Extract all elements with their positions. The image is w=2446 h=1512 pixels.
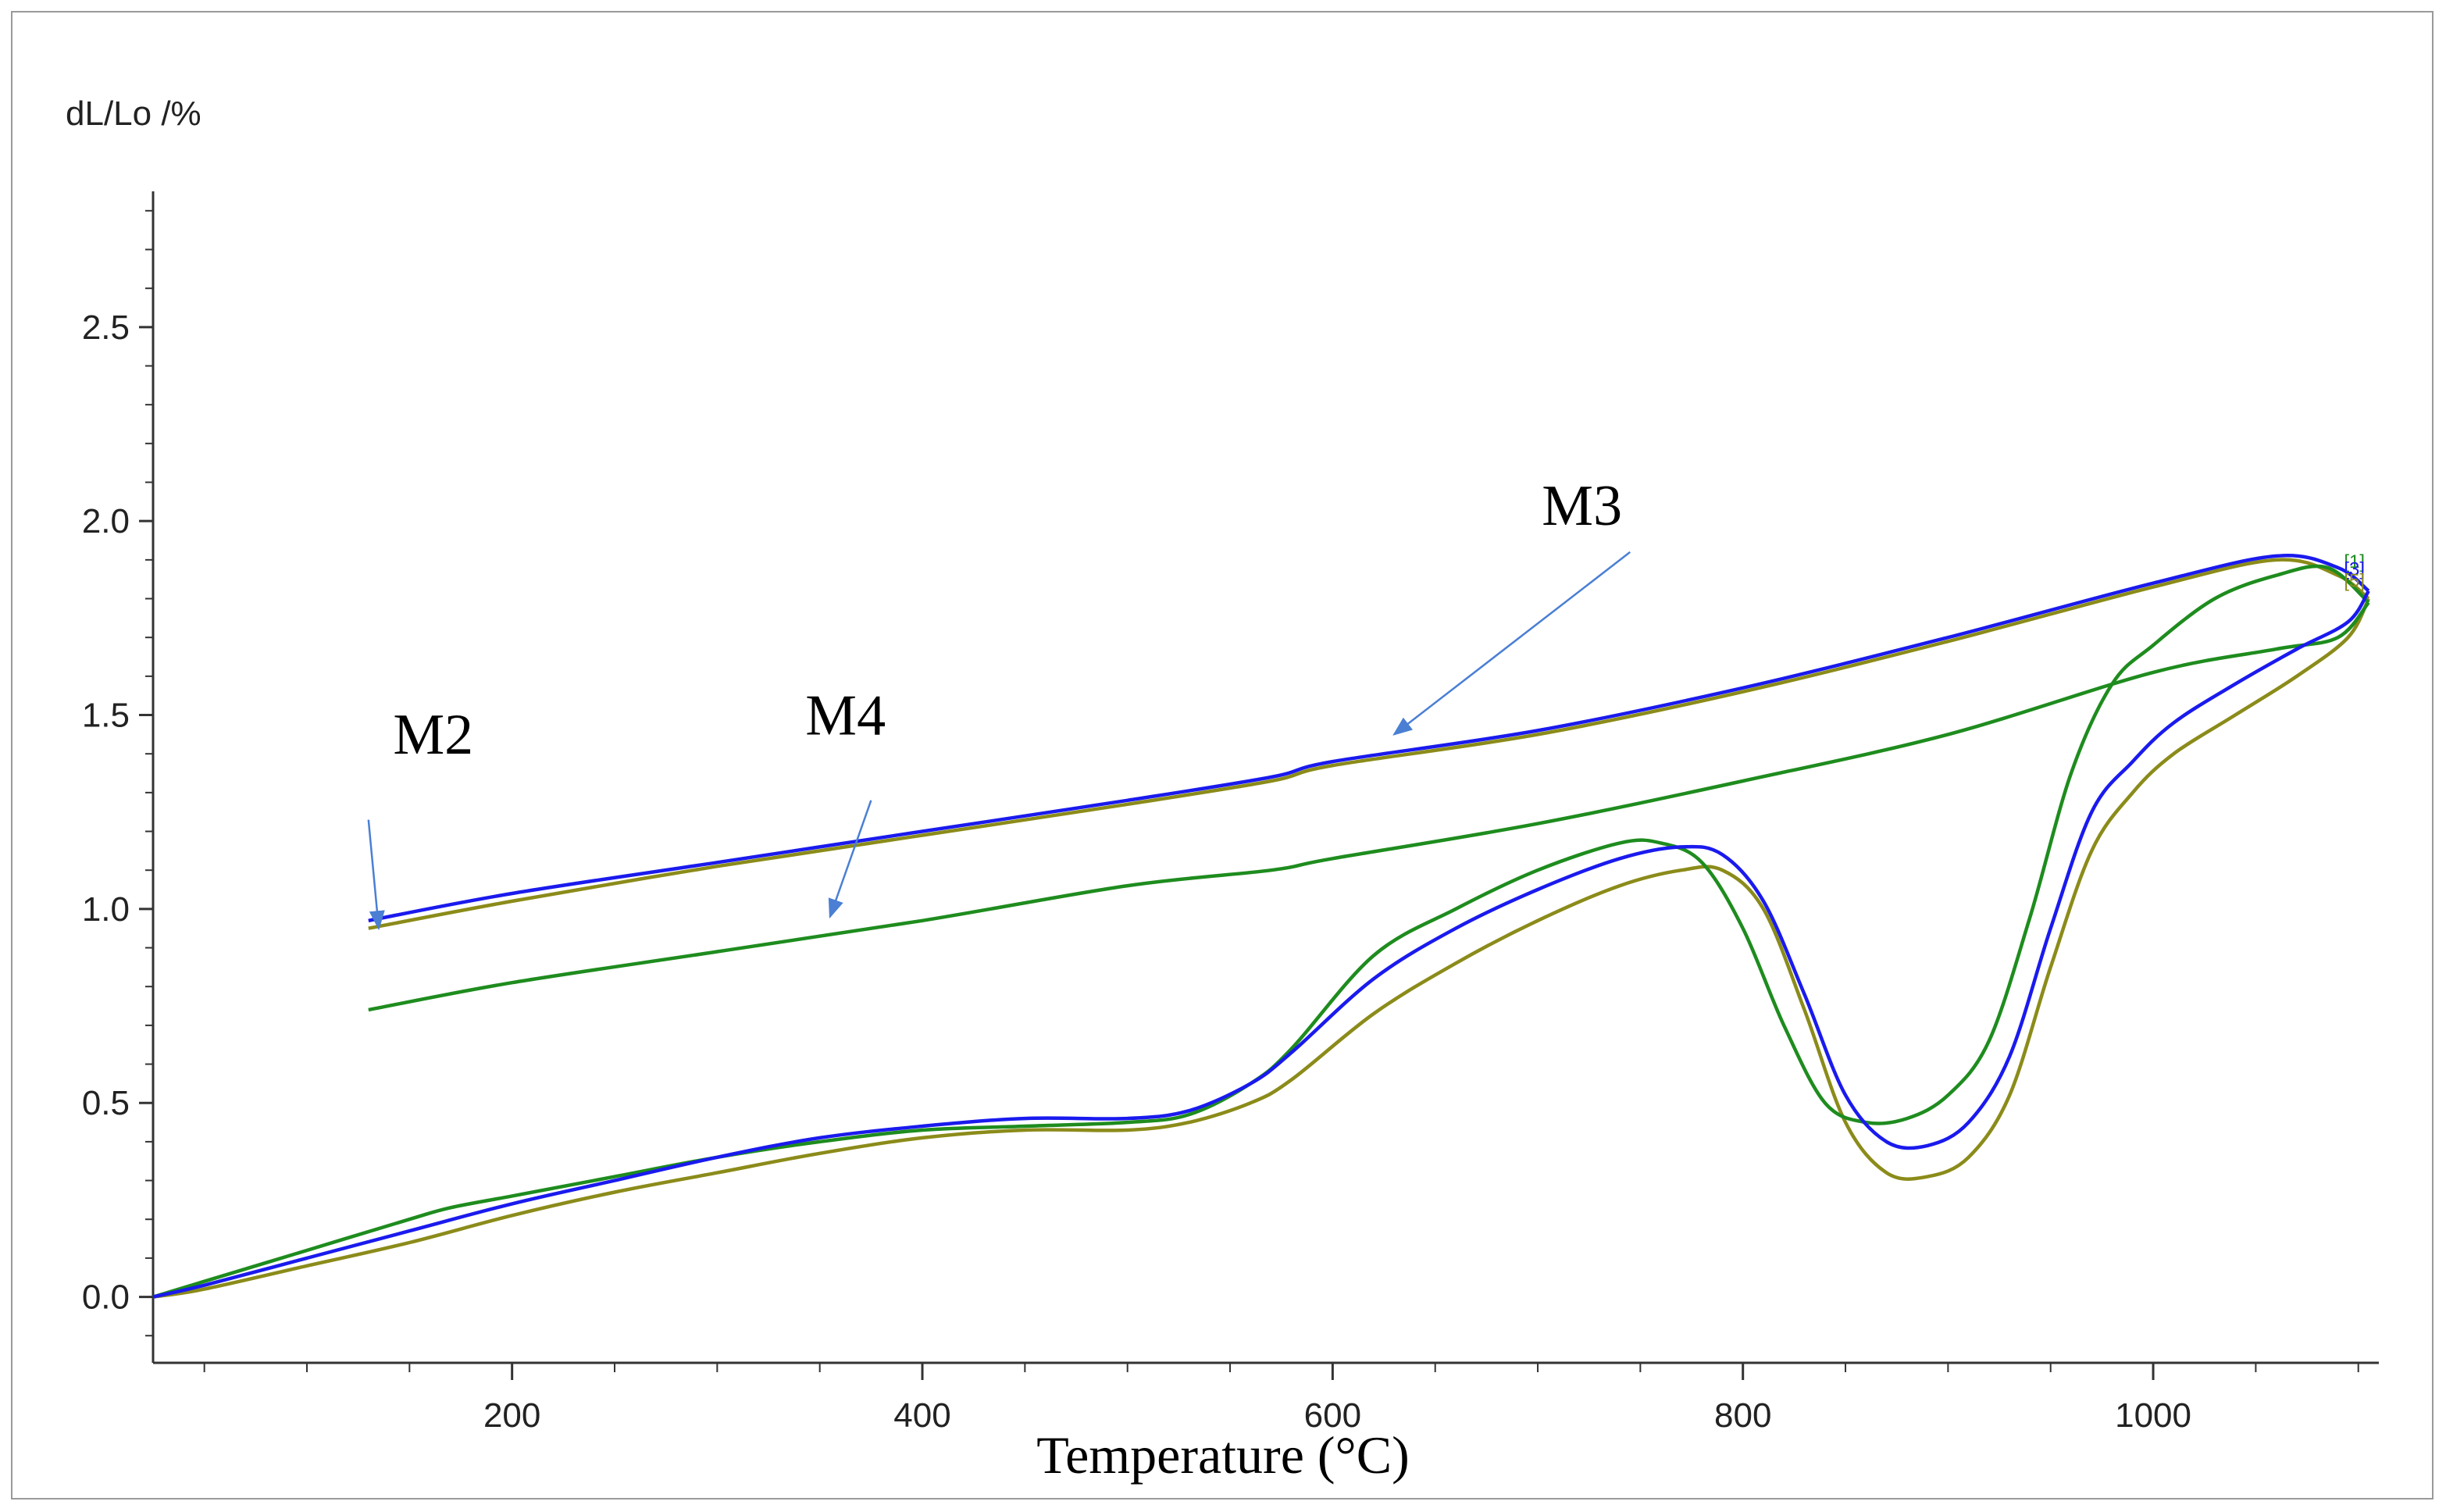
x-tick-label: 800 bbox=[1714, 1396, 1771, 1435]
y-tick-label: 0.5 bbox=[82, 1084, 130, 1122]
ticks-layer: 200 400 600 800 1000 0.0 0.5 1.0 1.5 2.0 2.5 bbox=[82, 209, 2359, 1435]
axes-layer bbox=[152, 191, 2379, 1364]
y-tick-label: 2.5 bbox=[82, 308, 130, 347]
series-line-m4-cooling bbox=[368, 601, 2370, 1012]
annotations-layer: M2 M4 M3 bbox=[367, 474, 1631, 931]
annotation-arrow-m4 bbox=[828, 800, 872, 919]
y-tick-label: 0.0 bbox=[82, 1278, 130, 1317]
plot-frame bbox=[11, 11, 2434, 1500]
series-line-m3-heating bbox=[152, 597, 2370, 1299]
annotation-arrow-m3 bbox=[1392, 551, 1631, 736]
series-line-m2-heating bbox=[152, 590, 2370, 1299]
series-layer: [1][3][5] bbox=[152, 551, 2370, 1299]
end-marker-label: [1] bbox=[2344, 551, 2365, 572]
x-tick-label: 400 bbox=[893, 1396, 950, 1435]
annotation-arrow-m2 bbox=[367, 819, 385, 931]
series-line-m2-cooling bbox=[368, 554, 2370, 923]
y-tick-label: 1.0 bbox=[82, 890, 130, 929]
annotation-label-m3: M3 bbox=[1542, 474, 1622, 538]
annotation-label-m4: M4 bbox=[805, 683, 886, 747]
x-axis-title: Temperature (°C) bbox=[1036, 1425, 1409, 1485]
x-tick-label: 1000 bbox=[2115, 1396, 2191, 1435]
x-tick-label: 200 bbox=[483, 1396, 540, 1435]
x-tick-label: 600 bbox=[1304, 1396, 1361, 1435]
series-line-m3-cooling bbox=[368, 558, 2370, 930]
series-line-m4-heating bbox=[152, 564, 2370, 1299]
end-marker-label: [3] bbox=[2344, 559, 2365, 580]
y-axis-title: dL/Lo /% bbox=[66, 94, 201, 133]
y-tick-label: 1.5 bbox=[82, 697, 130, 735]
y-tick-label: 2.0 bbox=[82, 502, 130, 540]
end-marker-label: [5] bbox=[2344, 571, 2365, 592]
annotation-label-m2: M2 bbox=[393, 703, 473, 767]
